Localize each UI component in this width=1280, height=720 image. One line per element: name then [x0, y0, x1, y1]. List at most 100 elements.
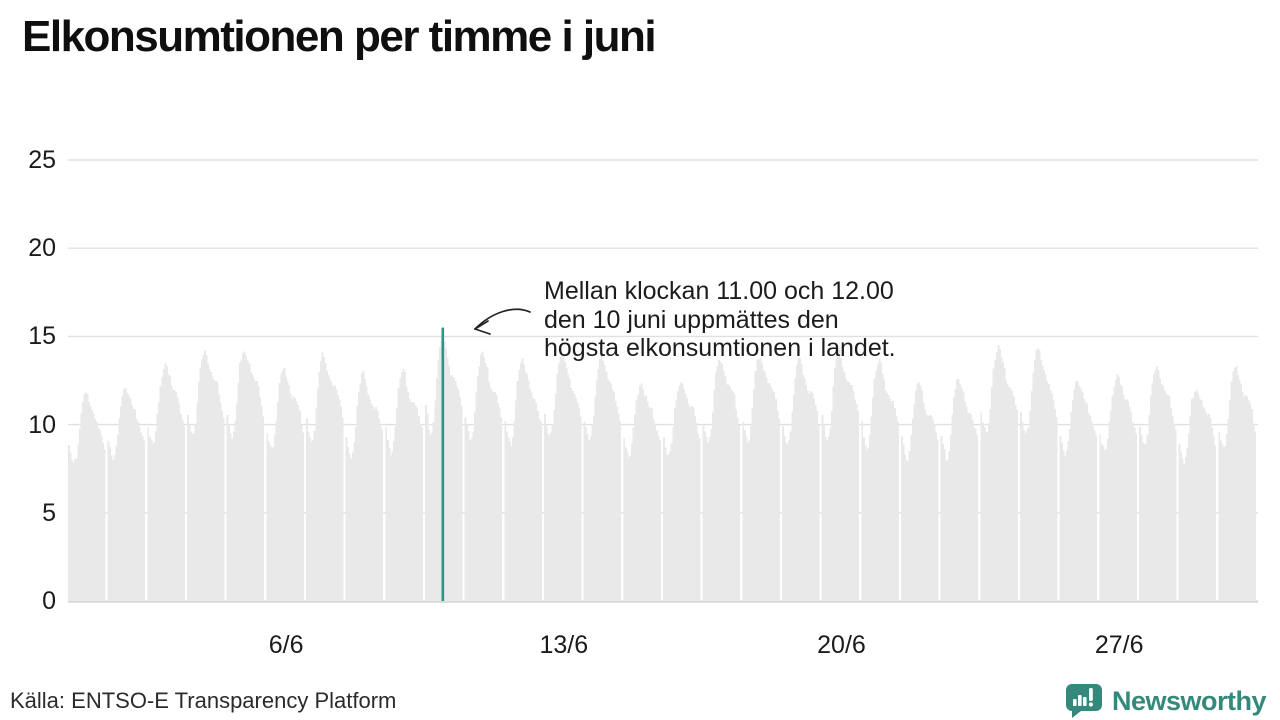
hour-bar [711, 412, 714, 601]
hour-bar [143, 440, 146, 601]
hour-bar [803, 378, 806, 601]
hour-bar [786, 444, 789, 601]
hour-bar [557, 363, 560, 601]
hour-bar [951, 414, 954, 601]
hour-bar [494, 391, 496, 601]
hour-bar [1054, 408, 1056, 601]
hour-bar [1078, 385, 1081, 601]
hour-bar [768, 382, 771, 601]
hour-bar [800, 364, 803, 601]
hour-bar [953, 397, 955, 601]
hour-bar [200, 358, 203, 601]
hour-bar [1055, 416, 1058, 601]
hour-bar [1089, 415, 1091, 601]
hour-bar [686, 397, 689, 601]
hour-bar [288, 385, 290, 601]
hour-bar [864, 445, 867, 601]
hour-bar [130, 405, 133, 601]
hour-bar [1125, 399, 1128, 601]
hour-bar [333, 385, 336, 601]
hour-bar [240, 360, 243, 601]
hour-bar [870, 416, 873, 601]
hour-bar [522, 364, 525, 601]
hour-bar [834, 367, 836, 601]
hour-bar [80, 413, 83, 601]
hour-bar [1024, 434, 1027, 601]
hour-bar [286, 381, 289, 601]
hour-bar [1070, 412, 1073, 601]
hour-bar [510, 445, 513, 601]
hour-bar [306, 418, 308, 601]
hour-bar [197, 382, 200, 601]
hour-bar [690, 405, 693, 601]
hour-bar [1011, 390, 1014, 601]
hour-bar [277, 402, 280, 601]
y-axis-label: 20 [28, 234, 56, 263]
hour-bar [851, 384, 853, 601]
hour-bar [722, 370, 725, 601]
hour-bar [629, 455, 632, 601]
hour-bar [718, 360, 721, 601]
hour-bar [194, 423, 197, 601]
hour-bar [516, 380, 519, 601]
hour-bar [603, 364, 606, 601]
hour-bar [472, 431, 475, 601]
hour-bar [464, 417, 467, 601]
hour-bar [393, 441, 395, 601]
hour-bar [332, 385, 335, 601]
hour-bar [137, 421, 139, 601]
hour-bar [214, 381, 217, 601]
hour-bar [254, 381, 257, 601]
hour-bar [599, 358, 602, 601]
hour-bar [959, 384, 962, 601]
hour-bar [913, 404, 916, 601]
hour-bar [745, 436, 748, 601]
hour-bar [1159, 378, 1162, 601]
hour-bar [1015, 409, 1018, 601]
hour-bar [148, 436, 151, 601]
hour-bar [637, 394, 640, 601]
hour-bar [556, 373, 559, 601]
hour-bar [1171, 415, 1174, 601]
hour-bar [321, 352, 324, 601]
hour-bar [1065, 450, 1068, 601]
hour-bar [489, 387, 492, 601]
hour-bar [127, 394, 130, 601]
hour-bar [881, 374, 884, 601]
hour-bar [389, 455, 392, 601]
hour-bar [817, 425, 820, 601]
hour-bar [429, 435, 432, 601]
hour-bar [512, 436, 514, 601]
hour-bar [448, 366, 451, 601]
hour-bar [1233, 368, 1236, 601]
hour-bar [129, 398, 132, 601]
hour-bar [573, 393, 576, 601]
hour-bar [872, 398, 875, 601]
hour-bar [411, 402, 414, 601]
hour-bar [407, 391, 409, 601]
hour-bar [614, 401, 617, 601]
hour-bar [1219, 440, 1222, 601]
hour-bar [794, 377, 797, 601]
hour-bar [1249, 403, 1252, 601]
hour-bar [467, 431, 470, 601]
hour-bar [313, 430, 316, 601]
hour-bar [710, 429, 713, 601]
hour-bar [654, 423, 657, 601]
hour-bar [873, 378, 876, 601]
hour-bar [257, 385, 260, 601]
hour-bar [521, 357, 524, 601]
hour-bar [199, 368, 202, 601]
hour-bar [232, 431, 235, 601]
hour-bar [71, 459, 73, 601]
hour-bar [1148, 415, 1151, 601]
hour-bar [956, 379, 959, 601]
hour-bar [155, 431, 157, 601]
hour-bar [341, 417, 344, 601]
hour-bar [1006, 383, 1009, 601]
hour-bar [1235, 366, 1238, 601]
hour-bar [492, 392, 495, 601]
hour-bar [1044, 374, 1047, 601]
hour-bar [490, 390, 493, 601]
